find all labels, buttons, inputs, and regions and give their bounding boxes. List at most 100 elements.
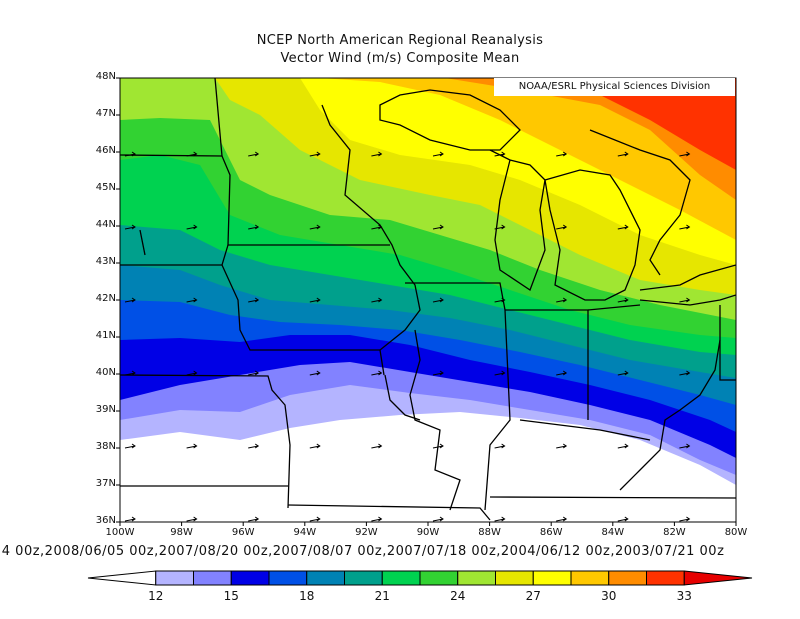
wind-arrow bbox=[556, 224, 568, 230]
wind-arrow bbox=[556, 516, 568, 522]
wind-arrow bbox=[248, 224, 260, 230]
lon-label: 94W bbox=[293, 527, 317, 538]
wind-arrow bbox=[248, 443, 260, 449]
wind-arrow bbox=[494, 370, 506, 376]
lat-label: 43N bbox=[95, 256, 116, 267]
colorbar-label: 21 bbox=[374, 589, 390, 603]
lon-label: 86W bbox=[539, 527, 563, 538]
wind-arrow bbox=[432, 297, 444, 303]
lon-label: 88W bbox=[478, 527, 501, 538]
wind-speed-field bbox=[120, 78, 751, 522]
composite-dates: 24 00z,2008/06/05 00z,2007/08/20 00z,200… bbox=[0, 544, 725, 559]
colorbar-swatch bbox=[532, 570, 572, 586]
lat-label: 41N bbox=[95, 330, 116, 341]
wind-arrow bbox=[432, 224, 444, 230]
wind-arrow bbox=[741, 517, 751, 521]
lat-label: 46N bbox=[95, 145, 116, 156]
credit-label: NOAA/ESRL Physical Sciences Division bbox=[494, 78, 735, 96]
wind-arrow bbox=[248, 516, 260, 522]
colorbar-swatch bbox=[155, 570, 194, 586]
colorbar-swatch bbox=[381, 570, 421, 586]
wind-arrow bbox=[248, 151, 260, 157]
wind-arrow bbox=[309, 516, 321, 522]
wind-arrow bbox=[741, 371, 751, 375]
boundaries bbox=[120, 78, 736, 521]
colorbar-label: 24 bbox=[450, 589, 466, 603]
lat-label: 48N bbox=[95, 71, 116, 82]
axis-ticks bbox=[116, 77, 737, 526]
wind-arrow bbox=[186, 297, 198, 303]
wind-arrow bbox=[432, 443, 444, 449]
lat-label: 36N bbox=[95, 515, 116, 526]
wind-arrow bbox=[741, 152, 751, 156]
colorbar-swatch bbox=[570, 570, 610, 586]
wind-arrow bbox=[617, 516, 629, 522]
wind-arrow bbox=[124, 151, 136, 157]
wind-arrow bbox=[494, 151, 506, 157]
wind-arrow bbox=[679, 443, 691, 449]
lat-label: 42N bbox=[95, 293, 116, 304]
chart-title: NCEP North American Regional Reanalysis bbox=[256, 33, 544, 48]
wind-arrow bbox=[186, 224, 198, 230]
chart-subtitle: Vector Wind (m/s) Composite Mean bbox=[280, 51, 520, 66]
wind-arrow bbox=[186, 516, 198, 522]
colorbar-label: 12 bbox=[148, 589, 164, 603]
wind-arrow bbox=[309, 297, 321, 303]
colorbar-swatch bbox=[344, 570, 383, 586]
wind-arrow bbox=[371, 516, 383, 522]
colorbar-swatch bbox=[495, 570, 534, 586]
lat-label: 37N bbox=[95, 478, 116, 489]
wind-arrow bbox=[186, 443, 198, 449]
lon-label: 82W bbox=[663, 527, 686, 538]
colorbar-swatch bbox=[306, 570, 345, 586]
wind-arrow bbox=[309, 224, 321, 230]
wind-arrow bbox=[741, 298, 751, 302]
colorbar bbox=[87, 570, 753, 586]
colorbar-swatch bbox=[457, 570, 496, 586]
lon-label: 80W bbox=[724, 527, 748, 538]
wind-arrow bbox=[679, 297, 691, 303]
wind-arrow bbox=[371, 151, 383, 157]
wind-arrow bbox=[432, 516, 444, 522]
lat-label: 45N bbox=[95, 182, 116, 193]
lon-label: 96W bbox=[231, 527, 255, 538]
wind-arrow bbox=[371, 224, 383, 230]
wind-arrow bbox=[124, 443, 136, 449]
wind-arrow bbox=[679, 516, 691, 522]
wind-arrow bbox=[556, 443, 568, 449]
wind-arrow bbox=[556, 370, 568, 376]
lat-label: 40N bbox=[95, 367, 116, 378]
wind-arrow bbox=[309, 151, 321, 157]
wind-arrow bbox=[371, 297, 383, 303]
lon-label: 92W bbox=[355, 527, 378, 538]
wind-arrow bbox=[494, 297, 506, 303]
wind-arrow bbox=[124, 297, 136, 303]
colorbar-swatch bbox=[193, 570, 232, 586]
colorbar-label: 18 bbox=[299, 589, 315, 603]
wind-arrow bbox=[124, 224, 136, 230]
wind-arrow bbox=[494, 224, 506, 230]
colorbar-label: 30 bbox=[601, 589, 617, 603]
wind-arrow bbox=[617, 297, 629, 303]
lat-label: 39N bbox=[95, 404, 116, 415]
colorbar-label: 27 bbox=[525, 589, 541, 603]
colorbar-swatch bbox=[646, 570, 685, 586]
wind-arrow bbox=[741, 444, 751, 448]
lon-label: 98W bbox=[170, 527, 193, 538]
wind-arrow bbox=[679, 151, 691, 157]
wind-arrow bbox=[679, 224, 691, 230]
wind-arrow bbox=[186, 151, 198, 157]
wind-arrow bbox=[741, 225, 751, 229]
lat-label: 44N bbox=[95, 219, 116, 230]
wind-arrow bbox=[679, 370, 691, 376]
wind-arrow bbox=[617, 370, 629, 376]
lat-label: 47N bbox=[95, 108, 116, 119]
wind-arrow bbox=[556, 297, 568, 303]
wind-arrow bbox=[371, 443, 383, 449]
wind-arrow bbox=[124, 516, 136, 522]
band-below12 bbox=[120, 412, 736, 522]
colorbar-swatch bbox=[608, 570, 647, 586]
wind-arrow bbox=[309, 443, 321, 449]
colorbar-label: 15 bbox=[223, 589, 239, 603]
